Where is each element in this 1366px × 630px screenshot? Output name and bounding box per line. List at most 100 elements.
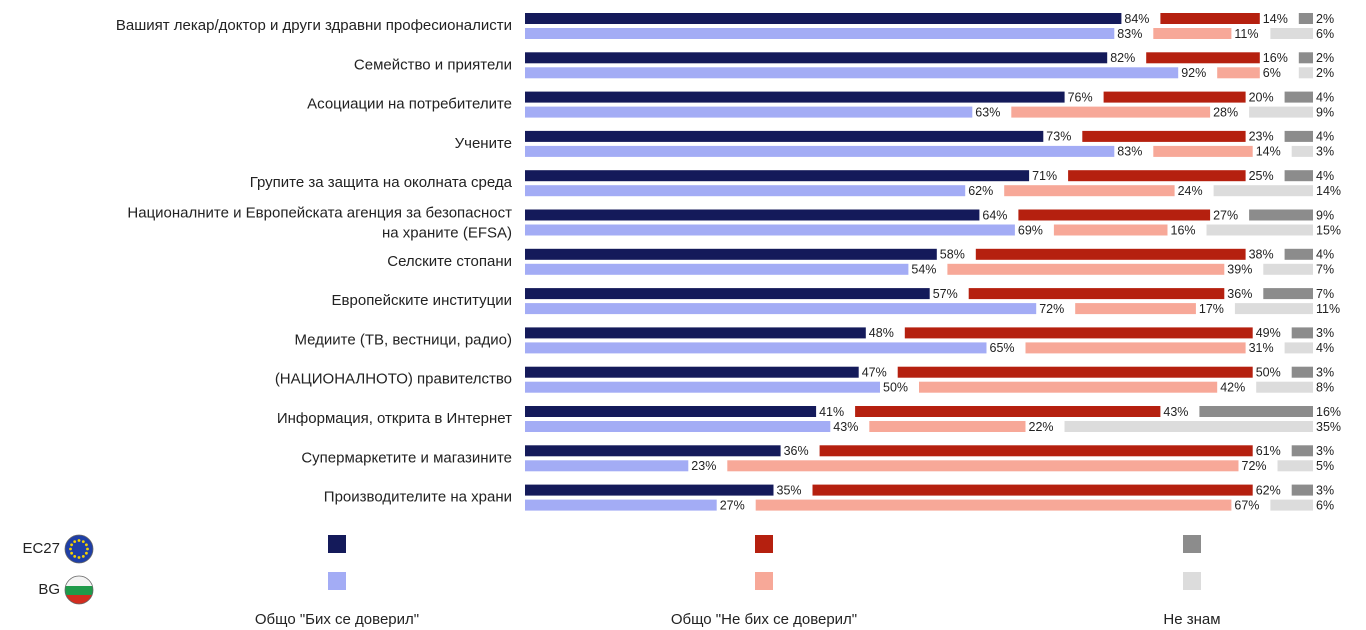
value-label: 49% [1256, 326, 1281, 340]
bar-segment [1298, 13, 1313, 24]
value-label: 14% [1256, 145, 1281, 159]
value-label: 35% [777, 483, 802, 497]
value-label: 69% [1018, 223, 1043, 237]
category-label: Медиите (ТВ, вестници, радио) [294, 331, 512, 348]
bar-segment [525, 421, 831, 432]
value-label: 31% [1249, 341, 1274, 355]
bar-segment [1160, 13, 1260, 24]
bar-segment [525, 13, 1122, 24]
value-label: 2% [1316, 66, 1334, 80]
value-label: 83% [1117, 27, 1142, 41]
legend-group: BG [38, 581, 60, 598]
bar-segment [525, 445, 781, 457]
value-label: 24% [1178, 184, 1203, 198]
bar-segment [1011, 106, 1211, 118]
value-label: 16% [1171, 223, 1196, 237]
bar-segment [525, 224, 1015, 236]
bar-segment [1206, 224, 1313, 236]
value-label: 61% [1256, 444, 1281, 458]
value-label: 6% [1263, 66, 1281, 80]
value-label: 3% [1316, 326, 1334, 340]
value-label: 41% [819, 405, 844, 419]
value-label: 72% [1242, 459, 1267, 473]
bar-segment [1249, 106, 1313, 118]
bar-segment [1284, 248, 1313, 260]
bar-segment [525, 106, 973, 118]
legend-swatch [1183, 572, 1201, 590]
bar-segment [525, 381, 880, 393]
value-label: 27% [1213, 208, 1238, 222]
bar-segment [1291, 484, 1313, 496]
bar-segment [1075, 303, 1196, 315]
value-label: 42% [1220, 380, 1245, 394]
value-label: 4% [1316, 341, 1334, 355]
value-label: 9% [1316, 208, 1334, 222]
bar-segment [1199, 406, 1313, 417]
bar-segment [919, 381, 1218, 393]
bar-segment [525, 145, 1115, 157]
value-label: 67% [1234, 498, 1259, 512]
value-label: 6% [1316, 27, 1334, 41]
category-label: Производителите на храни [324, 489, 512, 506]
bar-segment [525, 460, 689, 472]
bar-segment [525, 209, 980, 221]
bar-segment [947, 263, 1225, 275]
category-label: Националните и Европейската агенция за б… [127, 204, 512, 241]
value-label: 5% [1316, 459, 1334, 473]
bar-segment [1298, 67, 1313, 79]
bg-flag [65, 576, 93, 604]
value-label: 16% [1263, 51, 1288, 65]
legend-label: Общо "Бих се доверил" [255, 611, 419, 628]
bar-segment [1284, 91, 1313, 103]
bar-segment [525, 288, 930, 300]
legend-swatch [1183, 535, 1201, 553]
bar-segment [525, 327, 866, 339]
bar-segment [1291, 327, 1313, 339]
category-label: Учените [455, 135, 512, 152]
value-label: 23% [691, 459, 716, 473]
bar-segment [1263, 288, 1313, 300]
bar-segment [1263, 263, 1313, 275]
value-label: 6% [1316, 498, 1334, 512]
value-label: 36% [784, 444, 809, 458]
bar-segment [1291, 366, 1313, 378]
bar-segment [1256, 381, 1313, 393]
bar-segment [1277, 460, 1313, 472]
bar-segment [1018, 209, 1211, 221]
value-label: 35% [1316, 420, 1341, 434]
bar-segment [1025, 342, 1246, 354]
value-label: 4% [1316, 130, 1334, 144]
bar-segment [1284, 170, 1313, 182]
value-label: 23% [1249, 130, 1274, 144]
value-label: 2% [1316, 51, 1334, 65]
bar-segment [525, 366, 859, 378]
value-label: 8% [1316, 380, 1334, 394]
value-label: 11% [1234, 27, 1258, 41]
value-label: 54% [911, 263, 936, 277]
bar-segment [1153, 145, 1253, 157]
value-label: 2% [1316, 12, 1334, 26]
bar-segment [869, 421, 1026, 432]
bar-segment [525, 170, 1030, 182]
value-label: 15% [1316, 223, 1341, 237]
value-label: 14% [1316, 184, 1341, 198]
value-label: 43% [1163, 405, 1188, 419]
legend-swatch [328, 535, 346, 553]
legend-swatch [755, 572, 773, 590]
value-label: 3% [1316, 483, 1334, 497]
value-label: 4% [1316, 248, 1334, 262]
value-label: 17% [1199, 302, 1224, 316]
category-label: (НАЦИОНАЛНОТО) правителство [275, 371, 512, 388]
value-label: 4% [1316, 169, 1334, 183]
bar-segment [1270, 28, 1313, 39]
bar-segment [525, 52, 1108, 64]
bar-segment [1082, 130, 1246, 142]
value-label: 58% [940, 248, 965, 262]
bar-segment [1234, 303, 1313, 315]
bar-segment [1213, 185, 1313, 197]
eu-flag [64, 534, 94, 564]
value-label: 73% [1046, 130, 1071, 144]
value-label: 84% [1124, 12, 1149, 26]
bar-segment [1284, 130, 1313, 142]
